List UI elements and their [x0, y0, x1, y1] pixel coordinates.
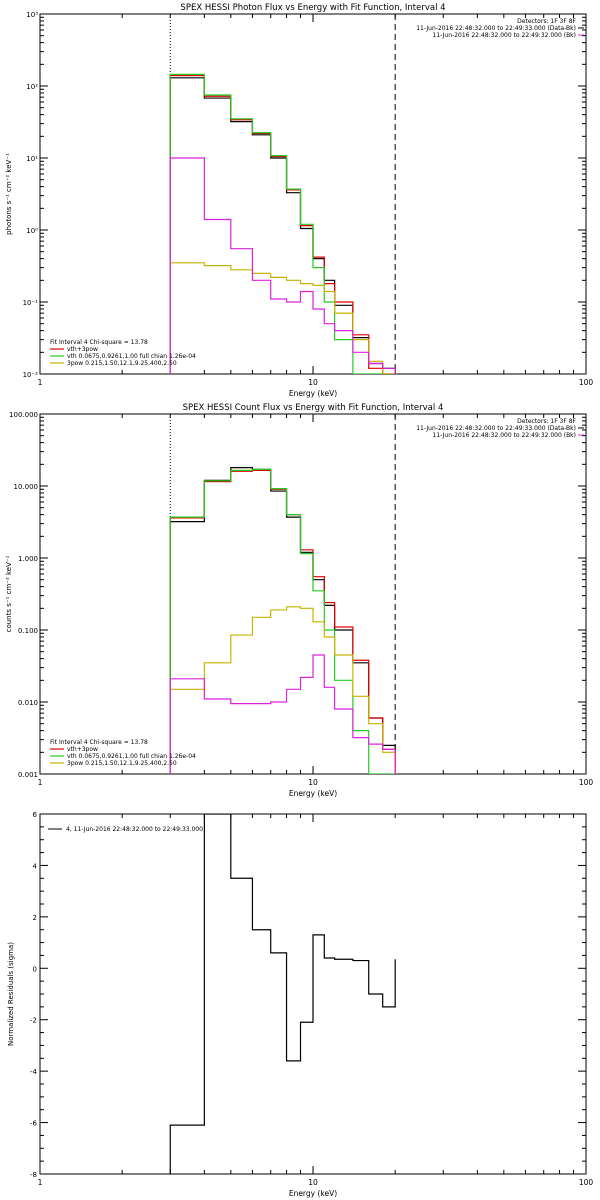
- y-tick-label: 0.100: [18, 627, 38, 635]
- series-line-residuals: [169, 814, 396, 1174]
- header-line: 11-Jun-2016 22:48:32.000 to 22:49:33.000…: [416, 425, 576, 432]
- count-flux-panel: SPEX HESSI Count Flux vs Energy with Fit…: [0, 400, 600, 800]
- x-tick-label: 1: [38, 1178, 43, 1187]
- y-tick-label: 1.000: [18, 555, 38, 563]
- x-tick-label: 1: [38, 378, 43, 387]
- series-group: [169, 467, 396, 774]
- count-flux-chart: SPEX HESSI Count Flux vs Energy with Fit…: [5, 403, 594, 798]
- fit-info: Fit Interval 4 Chi-square = 13.78: [50, 739, 148, 746]
- series-line-bk: [169, 157, 396, 374]
- y-tick-label: 10³: [26, 11, 38, 19]
- y-tick-label: 10⁻²: [23, 371, 39, 379]
- x-axis-label: Energy (keV): [289, 789, 337, 798]
- series-group: [169, 73, 396, 374]
- y-tick-label: 10⁻¹: [23, 299, 39, 307]
- x-tick-label: 10: [308, 378, 318, 387]
- y-tick-label: -8: [30, 1171, 37, 1179]
- x-tick-label: 10: [308, 778, 318, 787]
- y-tick-label: 10¹: [26, 155, 38, 163]
- legend-entry: vth 0.0675,0.9261,1.00 full chian 1.26e-…: [67, 753, 196, 760]
- header-line: Detectors: 1F 3F 8F: [517, 18, 576, 25]
- header-line: 11-Jun-2016 22:48:32.000 to 22:49:32.000…: [433, 32, 576, 39]
- header-line: Detectors: 1F 3F 8F: [517, 418, 576, 425]
- x-tick-label: 1: [38, 778, 43, 787]
- series-line-data-bk: [169, 77, 396, 374]
- x-tick-label: 100: [579, 1178, 594, 1187]
- y-tick-label: -2: [30, 1017, 37, 1025]
- x-tick-label: 100: [579, 378, 594, 387]
- y-tick-label: 6: [33, 811, 38, 819]
- legend-entry: vth+3pow: [67, 746, 98, 753]
- y-tick-label: 10.000: [14, 483, 39, 491]
- y-tick-label: 2: [33, 914, 37, 922]
- series-line-bk: [169, 654, 396, 774]
- y-axis-label: counts s⁻¹ cm⁻² keV⁻¹: [5, 555, 13, 632]
- x-axis-label: Energy (keV): [289, 389, 337, 398]
- series-line-3pow: [169, 606, 396, 774]
- legend-entry: 3pow 0.215,1.50,12.1,9.25,400,2.50: [67, 360, 177, 367]
- series-line-vth: [169, 73, 396, 374]
- legend-entry: vth 0.0675,0.9261,1.00 full chian 1.26e-…: [67, 353, 196, 360]
- series-line-vth: [169, 468, 396, 774]
- series-line-3pow: [169, 262, 396, 374]
- header-line: 11-Jun-2016 22:48:32.000 to 22:49:33.000…: [416, 25, 576, 32]
- y-tick-label: 0: [33, 965, 37, 973]
- residuals-chart: 1 10 100 Energy (keV) -8 -6 -4 -2 0 2 4 6 Normalized…: [7, 811, 594, 1198]
- chart-title: SPEX HESSI Photon Flux vs Energy with Fi…: [180, 3, 445, 13]
- plot-frame: [39, 413, 587, 775]
- y-tick-label: 0.010: [18, 699, 38, 707]
- residuals-panel: 1 10 100 Energy (keV) -8 -6 -4 -2 0 2 4 6 Normalized…: [0, 800, 600, 1200]
- fit-info: Fit Interval 4 Chi-square = 13.78: [50, 339, 148, 346]
- x-tick-label: 10: [308, 1178, 318, 1187]
- legend-entry: vth+3pow: [67, 346, 98, 353]
- y-tick-label: 0.001: [18, 771, 38, 779]
- legend-entry: 3pow 0.215,1.50,12.1,9.25,400,2.50: [67, 760, 177, 767]
- y-axis-label: photons s⁻¹ cm⁻² keV⁻¹: [5, 153, 13, 235]
- series-group: [169, 814, 396, 1174]
- chart-title: SPEX HESSI Count Flux vs Energy with Fit…: [183, 403, 444, 413]
- legend-entry: 4, 11-Jun-2016 22:48:32.000 to 22:49:33.…: [66, 826, 203, 833]
- plot-frame: [39, 13, 587, 375]
- y-tick-label: -6: [30, 1120, 38, 1128]
- y-tick-label: 10⁰: [26, 227, 38, 235]
- y-tick-label: -4: [30, 1068, 38, 1076]
- y-tick-label: 4: [33, 862, 38, 870]
- header-line: 11-Jun-2016 22:48:32.000 to 22:49:32.000…: [433, 432, 576, 439]
- y-axis-label: Normalized Residuals (sigma): [7, 942, 15, 1046]
- photon-flux-chart: SPEX HESSI Photon Flux vs Energy with Fi…: [5, 3, 594, 398]
- x-axis-label: Energy (keV): [289, 1189, 337, 1198]
- photon-flux-panel: SPEX HESSI Photon Flux vs Energy with Fi…: [0, 0, 600, 400]
- series-line-vth-3pow: [169, 74, 396, 374]
- x-tick-label: 100: [579, 778, 594, 787]
- y-tick-label: 10²: [26, 83, 38, 91]
- y-tick-label: 100.000: [9, 411, 38, 419]
